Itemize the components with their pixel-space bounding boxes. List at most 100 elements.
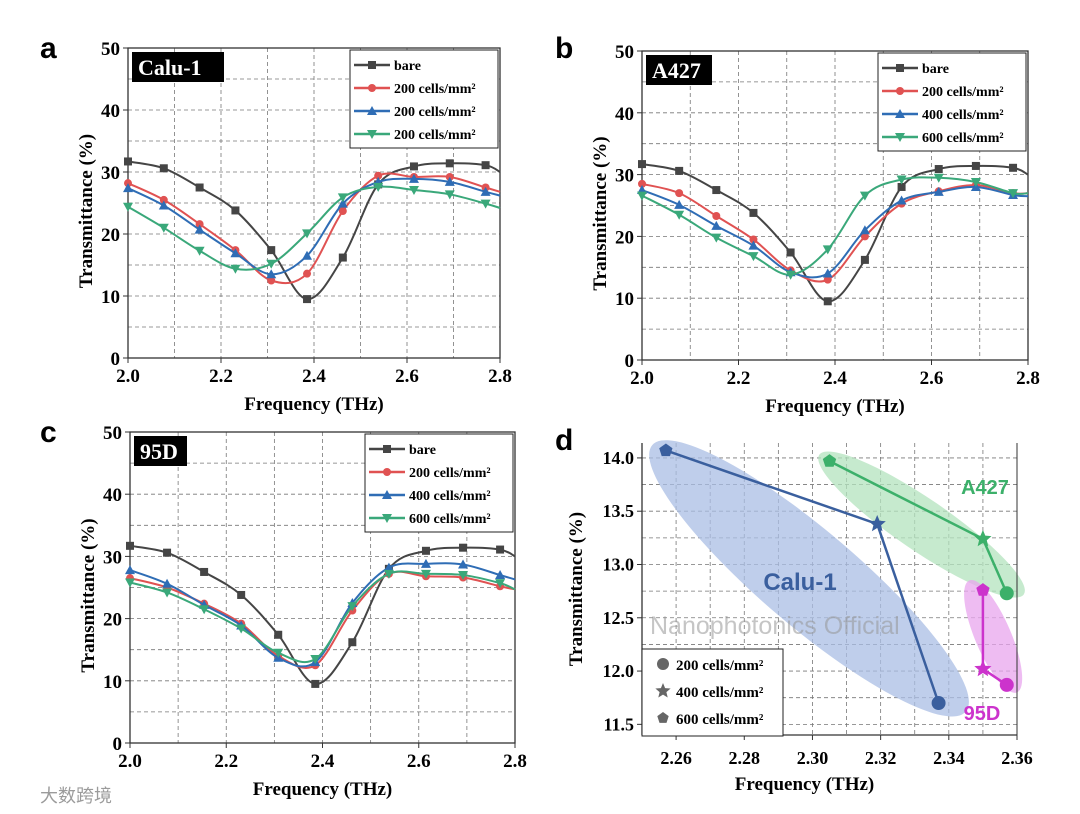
data-point (933, 186, 944, 196)
legend-label: 200 cells/mm² (394, 128, 476, 143)
data-point-400 (974, 529, 992, 547)
y-tick-label: 0 (111, 349, 121, 370)
data-point-200 (999, 586, 1014, 601)
data-point (267, 276, 276, 285)
data-point (194, 246, 205, 256)
x-tick-label: 2.8 (503, 751, 527, 772)
data-point-400 (868, 515, 886, 532)
data-point (480, 199, 491, 209)
x-tick-label: 2.0 (116, 366, 140, 387)
data-point (230, 248, 241, 258)
data-point (302, 229, 313, 239)
data-point (267, 246, 276, 255)
data-point (338, 253, 347, 262)
legend-label: 400 cells/mm² (922, 108, 1004, 123)
legend-marker (655, 683, 671, 698)
data-point (859, 225, 870, 235)
data-point (495, 570, 506, 580)
data-point (310, 655, 321, 665)
data-point (409, 162, 418, 171)
legend-marker (895, 109, 905, 118)
x-tick-label: 2.26 (660, 748, 692, 768)
data-point (126, 541, 134, 550)
data-point (163, 548, 172, 557)
data-point (337, 193, 348, 203)
cell-line-tag: 95D (140, 439, 178, 464)
data-point (236, 624, 247, 634)
x-tick-label: 2.8 (488, 366, 512, 387)
x-tick-label: 2.32 (865, 748, 897, 768)
data-point (347, 602, 358, 612)
legend-label: bare (394, 59, 421, 74)
watermark-nanophotonics: Nanophotonics Official (650, 612, 900, 640)
legend-label: 200 cells/mm² (676, 658, 764, 674)
data-point (231, 206, 240, 215)
x-tick-label: 2.36 (1001, 748, 1033, 768)
x-tick-label: 2.2 (214, 751, 238, 772)
y-tick-label: 0 (625, 351, 635, 372)
y-axis-label: Transmittance (%) (78, 518, 99, 672)
data-point (159, 164, 168, 173)
data-point (749, 208, 758, 217)
data-point (785, 270, 796, 280)
y-tick-label: 50 (101, 39, 120, 60)
legend-label: 400 cells/mm² (409, 489, 491, 504)
legend-marker (657, 658, 669, 670)
legend-marker (367, 130, 377, 139)
data-point (859, 191, 870, 201)
data-point (273, 648, 284, 658)
x-tick-label: 2.2 (209, 366, 233, 387)
data-point (459, 543, 468, 552)
chart-panel-a: a 2.0 2.2 2.4 2.6 2.8 0 10 20 30 40 50 Frequency (TH… (40, 32, 512, 415)
x-tick-label: 2.0 (118, 751, 142, 772)
y-tick-label: 14.0 (603, 448, 635, 468)
legend-label: 600 cells/mm² (922, 131, 1004, 146)
data-point (374, 171, 383, 180)
data-point (383, 562, 394, 572)
panel-label: c (40, 416, 57, 449)
cell-line-tag: A427 (652, 58, 701, 83)
data-point (495, 579, 506, 589)
data-point (748, 252, 759, 262)
data-point (675, 166, 684, 175)
x-tick-label: 2.28 (729, 748, 761, 768)
data-point (748, 240, 759, 250)
y-tick-label: 13.0 (603, 554, 635, 574)
data-point (445, 159, 454, 168)
data-point (123, 183, 133, 193)
data-point (266, 269, 277, 279)
cluster-ellipse-95d (964, 580, 1023, 693)
data-point-400 (974, 659, 992, 677)
x-tick-label: 2.4 (302, 366, 326, 387)
data-point (123, 202, 133, 212)
series-line-2 (641, 185, 1029, 279)
chart-panel-d: d 2.26 2.28 2.30 2.32 2.34 2.36 11.5 12.0 12.5 13.… (555, 424, 1033, 795)
data-point (860, 232, 869, 241)
data-point (408, 185, 419, 195)
data-point (711, 220, 722, 230)
x-tick-label: 2.0 (630, 368, 654, 389)
watermark-dashujuajing: 大数跨境 (40, 786, 112, 806)
data-point (125, 565, 135, 575)
legend-label: 400 cells/mm² (676, 685, 764, 701)
cluster-label-a427: A427 (961, 477, 1009, 499)
cluster-label-95d: 95D (964, 703, 1001, 725)
y-tick-label: 30 (615, 166, 634, 187)
data-point (303, 269, 312, 278)
data-point (675, 189, 684, 198)
data-point (822, 245, 833, 255)
y-axis-label: Transmittance (%) (590, 136, 611, 290)
cluster-ellipse-a427 (818, 451, 1025, 598)
legend-label: bare (922, 62, 949, 77)
y-tick-label: 20 (615, 227, 634, 248)
chart-panel-b: b 2.0 2.2 2.4 2.6 2.8 0 10 20 30 40 50 Frequency (TH… (555, 32, 1040, 417)
data-point (373, 182, 384, 192)
legend-marker (896, 87, 904, 95)
data-point-200 (999, 677, 1014, 692)
data-point (124, 157, 132, 166)
y-tick-label: 10 (103, 672, 122, 693)
data-point (1008, 189, 1019, 199)
cluster-label-calu-1: Calu-1 (763, 569, 836, 596)
data-point (230, 264, 241, 274)
